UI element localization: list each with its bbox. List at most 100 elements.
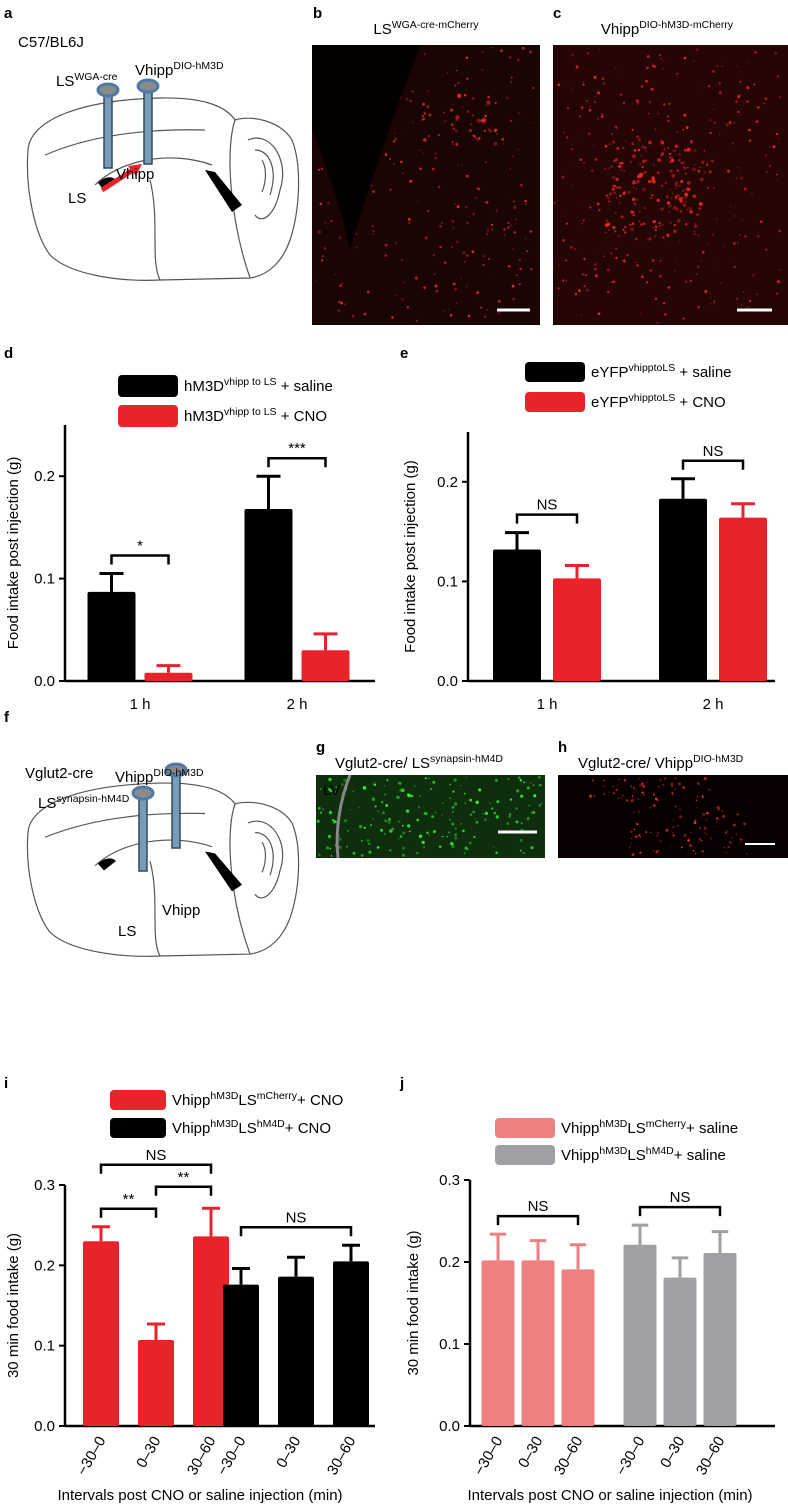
cell xyxy=(635,237,638,241)
cell xyxy=(617,797,619,799)
cell xyxy=(519,839,523,842)
cell xyxy=(664,242,666,244)
cell xyxy=(439,224,442,228)
significance-bracket xyxy=(154,1185,213,1196)
cell xyxy=(332,820,337,824)
legend-swatch xyxy=(118,405,178,427)
legend-label-part: hM3D xyxy=(184,378,224,395)
cell xyxy=(642,222,646,226)
image-title: LSWGA-cre-mCherry xyxy=(373,19,479,38)
cell xyxy=(703,87,705,89)
cell xyxy=(732,241,736,245)
cell xyxy=(666,146,670,150)
cell xyxy=(699,166,701,169)
cell xyxy=(679,815,683,819)
cell xyxy=(734,259,736,261)
cell xyxy=(571,53,574,57)
image-title-part: DIO-hM3D-mCherry xyxy=(639,19,734,31)
cell xyxy=(448,309,450,311)
cell xyxy=(648,140,652,145)
cell xyxy=(720,282,723,285)
cell xyxy=(510,224,513,227)
cell xyxy=(659,778,662,782)
cell xyxy=(318,853,321,856)
x-tick-label: 30–60 xyxy=(184,1434,220,1479)
cell xyxy=(691,167,696,172)
cell xyxy=(598,208,601,212)
cell xyxy=(631,128,634,131)
legend-label: eYFPvhipptoLS + saline xyxy=(591,362,732,381)
cell xyxy=(462,251,466,255)
cell xyxy=(729,841,732,844)
cell xyxy=(775,173,778,176)
cell xyxy=(633,828,636,831)
cell xyxy=(435,812,437,814)
cell xyxy=(650,197,653,199)
significance-bracket xyxy=(515,513,579,524)
cell xyxy=(688,206,691,209)
cell xyxy=(455,142,459,146)
cell xyxy=(684,192,689,197)
injection-label-part: LS xyxy=(56,73,74,90)
cell xyxy=(638,210,641,213)
bar xyxy=(83,1241,119,1426)
micrographs xyxy=(312,45,788,859)
cell xyxy=(653,65,657,68)
cell xyxy=(446,835,449,838)
cell xyxy=(698,837,701,840)
cell xyxy=(481,119,486,124)
cell xyxy=(394,132,396,135)
cell xyxy=(421,114,424,117)
cell xyxy=(604,245,606,247)
cell xyxy=(631,142,635,146)
cell xyxy=(475,800,479,805)
cell xyxy=(740,304,743,306)
cell xyxy=(645,170,647,173)
cell xyxy=(689,140,693,143)
cell xyxy=(739,234,742,237)
cell xyxy=(641,165,644,169)
cell xyxy=(776,178,779,180)
legend-label: eYFPvhipptoLS + CNO xyxy=(591,392,726,411)
cell xyxy=(721,59,723,61)
legend-swatch xyxy=(495,1145,555,1165)
cell xyxy=(735,177,738,179)
cell xyxy=(328,810,333,815)
cell xyxy=(708,170,712,174)
cell xyxy=(456,240,459,243)
cell xyxy=(704,171,706,174)
cell xyxy=(397,783,399,785)
cell xyxy=(702,812,706,816)
cell xyxy=(721,65,724,68)
cell xyxy=(343,778,347,782)
cell xyxy=(642,791,645,794)
y-tick-label: 0.1 xyxy=(437,573,458,590)
cell xyxy=(662,67,664,70)
cell xyxy=(517,148,520,151)
bar xyxy=(663,1277,697,1426)
cell xyxy=(659,840,662,843)
cell xyxy=(453,802,458,806)
cell xyxy=(466,77,469,80)
significance-bracket xyxy=(99,1163,213,1174)
cell xyxy=(397,820,401,824)
cell xyxy=(746,86,750,90)
cell xyxy=(418,149,421,151)
cell xyxy=(614,211,617,215)
cell xyxy=(616,186,619,189)
cell xyxy=(682,128,685,131)
cell xyxy=(705,811,709,815)
cell xyxy=(432,780,436,784)
cell xyxy=(718,82,721,85)
cell xyxy=(591,779,594,782)
cell xyxy=(508,815,511,819)
cell xyxy=(317,806,321,810)
cell xyxy=(642,785,646,788)
cell xyxy=(756,293,759,296)
legend-label-part: hM3D xyxy=(210,1090,238,1102)
cell xyxy=(540,802,543,805)
legend-label-part: vhipptoLS xyxy=(629,362,676,374)
legend-label: VhipphM3DLShM4D+ saline xyxy=(561,1145,726,1164)
cell xyxy=(608,200,611,203)
cell xyxy=(334,273,337,275)
